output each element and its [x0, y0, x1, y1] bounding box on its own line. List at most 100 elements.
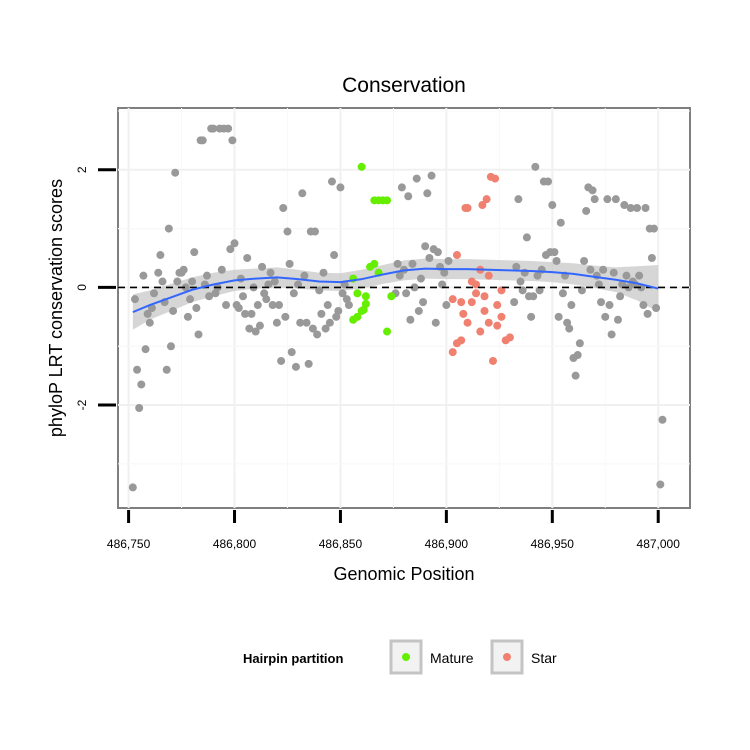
point-other	[410, 283, 419, 292]
point-star	[476, 327, 485, 336]
point-other	[558, 289, 567, 298]
point-other	[408, 259, 417, 268]
point-mature	[353, 289, 362, 298]
point-star	[497, 312, 506, 321]
x-tick-label: 486,950	[531, 537, 575, 551]
point-other	[166, 342, 175, 351]
point-other	[586, 265, 595, 274]
point-other	[268, 301, 277, 310]
point-other	[272, 318, 281, 327]
point-other	[416, 274, 425, 283]
point-star	[480, 292, 489, 301]
point-other	[649, 224, 658, 233]
point-other	[188, 277, 197, 286]
point-star	[463, 204, 472, 212]
point-star	[478, 201, 487, 210]
x-axis: 486,750 486,800 486,850 486,900 486,950 487,0…	[107, 510, 680, 551]
point-other	[164, 224, 173, 233]
point-other	[194, 330, 203, 339]
point-star	[459, 309, 468, 318]
point-other	[281, 312, 290, 321]
point-star	[482, 195, 491, 204]
point-other	[571, 371, 580, 380]
point-other	[241, 309, 250, 318]
point-other	[580, 256, 589, 265]
point-mature	[387, 292, 396, 301]
point-other	[336, 183, 345, 192]
point-other	[431, 318, 440, 327]
point-mature	[370, 259, 379, 268]
point-other	[404, 192, 413, 201]
point-other	[444, 256, 453, 265]
point-other	[512, 262, 521, 271]
point-other	[228, 136, 237, 145]
x-tick-label: 487,000	[637, 537, 681, 551]
point-other	[518, 286, 527, 295]
legend-entry-star: Star	[490, 639, 557, 675]
legend-title: Hairpin partition	[243, 651, 343, 666]
point-other	[169, 306, 178, 315]
point-other	[255, 321, 264, 330]
point-other	[230, 239, 239, 248]
point-other	[607, 330, 616, 339]
point-other	[262, 295, 271, 304]
point-other	[548, 201, 557, 210]
point-other	[565, 324, 574, 333]
point-other	[514, 195, 523, 204]
point-other	[158, 277, 167, 286]
point-other	[275, 301, 284, 310]
point-other	[433, 248, 442, 257]
point-other	[313, 330, 322, 339]
point-other	[315, 286, 324, 295]
point-other	[202, 271, 211, 280]
y-axis: -2 0 2	[75, 166, 116, 410]
point-other	[253, 301, 262, 310]
point-mature	[383, 196, 392, 205]
legend: Hairpin partition Mature Star	[243, 639, 557, 675]
point-other	[186, 295, 195, 304]
point-other	[285, 259, 294, 268]
point-other	[319, 268, 328, 277]
point-other	[402, 289, 411, 298]
point-star	[467, 298, 476, 307]
plot-panel	[117, 107, 691, 509]
point-star	[488, 356, 497, 365]
point-other	[605, 301, 614, 310]
point-star	[497, 286, 506, 295]
point-other	[658, 415, 667, 424]
point-other	[419, 298, 428, 307]
point-other	[234, 304, 243, 312]
point-other	[639, 301, 648, 310]
point-other	[395, 271, 404, 280]
point-other	[594, 280, 603, 289]
point-star	[472, 280, 481, 289]
point-other	[425, 254, 434, 262]
legend-dot-mature	[402, 653, 410, 661]
point-other	[338, 289, 347, 298]
point-other	[251, 327, 260, 336]
point-other	[264, 280, 273, 289]
point-star	[463, 318, 472, 327]
point-other	[522, 233, 531, 242]
point-other	[325, 318, 334, 327]
point-mature	[374, 196, 383, 205]
confidence-band	[132, 258, 659, 330]
point-other	[527, 312, 536, 321]
point-other	[291, 362, 300, 371]
point-other	[247, 309, 256, 318]
point-other	[601, 312, 610, 321]
point-star	[480, 306, 489, 315]
point-other	[620, 201, 629, 210]
point-other	[289, 289, 298, 298]
point-other	[311, 227, 320, 236]
point-other	[575, 339, 584, 348]
point-mature	[353, 312, 362, 321]
point-other	[567, 301, 576, 310]
point-star	[491, 174, 500, 183]
point-other	[173, 277, 182, 286]
point-star	[448, 295, 457, 304]
x-tick-label: 486,800	[213, 537, 257, 551]
point-star	[452, 251, 461, 260]
point-other	[162, 365, 171, 374]
